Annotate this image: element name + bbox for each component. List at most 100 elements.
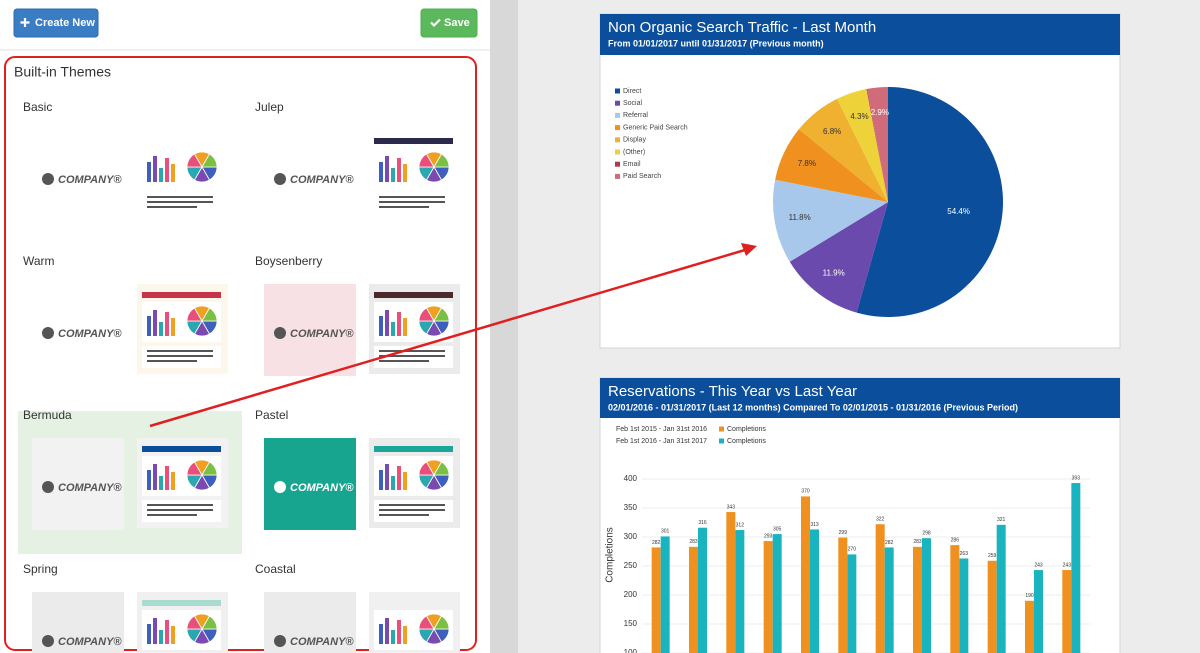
thumb-bar xyxy=(403,472,407,490)
thumb-bar xyxy=(403,164,407,182)
data-label: 6.8% xyxy=(823,127,841,136)
logo-icon xyxy=(42,327,54,339)
logo-icon xyxy=(42,635,54,647)
thumb-bar xyxy=(391,476,395,490)
theme-grid: BasicCOMPANY®JulepCOMPANY®WarmCOMPANY®Bo… xyxy=(18,100,460,653)
thumb-line xyxy=(147,360,197,362)
theme-card[interactable]: Warm COMPANY® xyxy=(23,254,228,376)
y-tick-label: 250 xyxy=(624,561,638,570)
logo-text: COMPANY® xyxy=(290,328,354,340)
thumb-bar xyxy=(171,318,175,336)
themes-box xyxy=(4,56,477,651)
thumb-pie xyxy=(433,461,450,476)
thumb-line xyxy=(379,514,429,516)
pie-slice xyxy=(798,98,888,202)
thumb-line xyxy=(147,196,213,198)
thumb-bar xyxy=(391,630,395,644)
bar xyxy=(735,530,745,653)
bar xyxy=(1071,483,1081,653)
thumb-bar xyxy=(379,624,383,644)
thumb-pie xyxy=(201,615,218,630)
logo-text: COMPANY® xyxy=(58,328,122,340)
theme-name: Julep xyxy=(255,100,284,114)
legend-period: Feb 1st 2016 - Jan 31st 2017 xyxy=(616,438,707,445)
bar xyxy=(838,537,848,653)
y-tick-label: 200 xyxy=(624,590,638,599)
bar xyxy=(726,512,736,653)
theme-card[interactable]: Coastal COMPANY® xyxy=(255,562,460,653)
data-label: 298 xyxy=(922,530,931,536)
create-label[interactable]: Create New xyxy=(35,17,95,29)
bar xyxy=(1025,600,1034,653)
create-button-bg[interactable] xyxy=(13,8,99,38)
thumb-bar xyxy=(147,624,151,644)
data-label: 2.9% xyxy=(871,108,889,117)
logo-icon xyxy=(274,173,286,185)
thumb-bar xyxy=(379,470,383,490)
data-label: 313 xyxy=(810,522,819,528)
pie-card-header xyxy=(600,14,1120,55)
bar xyxy=(801,496,810,653)
theme-card[interactable]: Boysenberry COMPANY® xyxy=(255,254,460,376)
data-label: 243 xyxy=(1063,562,1072,568)
bar xyxy=(660,536,670,653)
thumb-header xyxy=(142,600,221,606)
bar xyxy=(847,554,857,653)
save-button[interactable]: Save xyxy=(420,8,478,38)
thumb-bar xyxy=(147,470,151,490)
thumb-line xyxy=(379,201,445,203)
data-label: 4.3% xyxy=(850,112,868,121)
legend-label: (Other) xyxy=(623,149,645,156)
save-button-bg[interactable] xyxy=(420,8,478,38)
data-label: 243 xyxy=(1034,562,1043,568)
thumb-bar xyxy=(171,472,175,490)
data-label: 190 xyxy=(1025,593,1034,599)
thumb-bar xyxy=(385,618,389,644)
bar xyxy=(810,529,819,653)
theme-card[interactable]: Spring COMPANY® xyxy=(23,562,228,653)
legend-swatch xyxy=(719,426,724,432)
thumb-line xyxy=(147,509,213,511)
theme-card[interactable]: Bermuda COMPANY® xyxy=(18,408,242,554)
logo-text: COMPANY® xyxy=(290,174,354,186)
bar xyxy=(651,547,661,653)
data-label: 370 xyxy=(801,489,810,495)
thumb-pie xyxy=(433,307,450,322)
data-label: 263 xyxy=(960,551,969,557)
thumb-header xyxy=(374,446,453,452)
thumb-bar xyxy=(147,162,151,182)
thumb-bar xyxy=(397,158,401,182)
theme-card[interactable]: Julep COMPANY® xyxy=(255,100,460,222)
data-label: 322 xyxy=(876,517,885,523)
theme-name: Warm xyxy=(23,254,55,268)
thumb-bar xyxy=(397,466,401,490)
thumb-bar xyxy=(165,158,169,182)
thumb-bar xyxy=(391,168,395,182)
legend-swatch xyxy=(615,149,620,155)
data-label: 11.9% xyxy=(823,269,845,278)
thumb-line xyxy=(379,355,445,357)
thumb-bar xyxy=(391,322,395,336)
thumb-bar xyxy=(159,168,163,182)
theme-card[interactable]: Pastel COMPANY® xyxy=(255,408,460,530)
bar xyxy=(913,546,922,653)
bar xyxy=(689,546,698,653)
pie-slice xyxy=(775,129,888,202)
thumb-header xyxy=(142,292,221,298)
thumb-pie xyxy=(201,153,218,168)
theme-card[interactable]: Basic COMPANY® xyxy=(23,100,228,222)
thumb-header xyxy=(374,292,453,298)
bar xyxy=(959,558,969,653)
create-button[interactable]: Create New xyxy=(13,8,99,38)
legend-label: Display xyxy=(623,137,646,144)
legend-label: Completions xyxy=(727,438,766,445)
thumb-bar xyxy=(379,316,383,336)
save-label[interactable]: Save xyxy=(444,17,470,29)
thumb-line xyxy=(379,509,445,511)
data-label: 283 xyxy=(689,539,698,545)
thumb-pie xyxy=(433,153,450,168)
data-label: 312 xyxy=(736,522,745,528)
legend-swatch xyxy=(615,125,620,131)
data-label: 316 xyxy=(698,520,707,526)
